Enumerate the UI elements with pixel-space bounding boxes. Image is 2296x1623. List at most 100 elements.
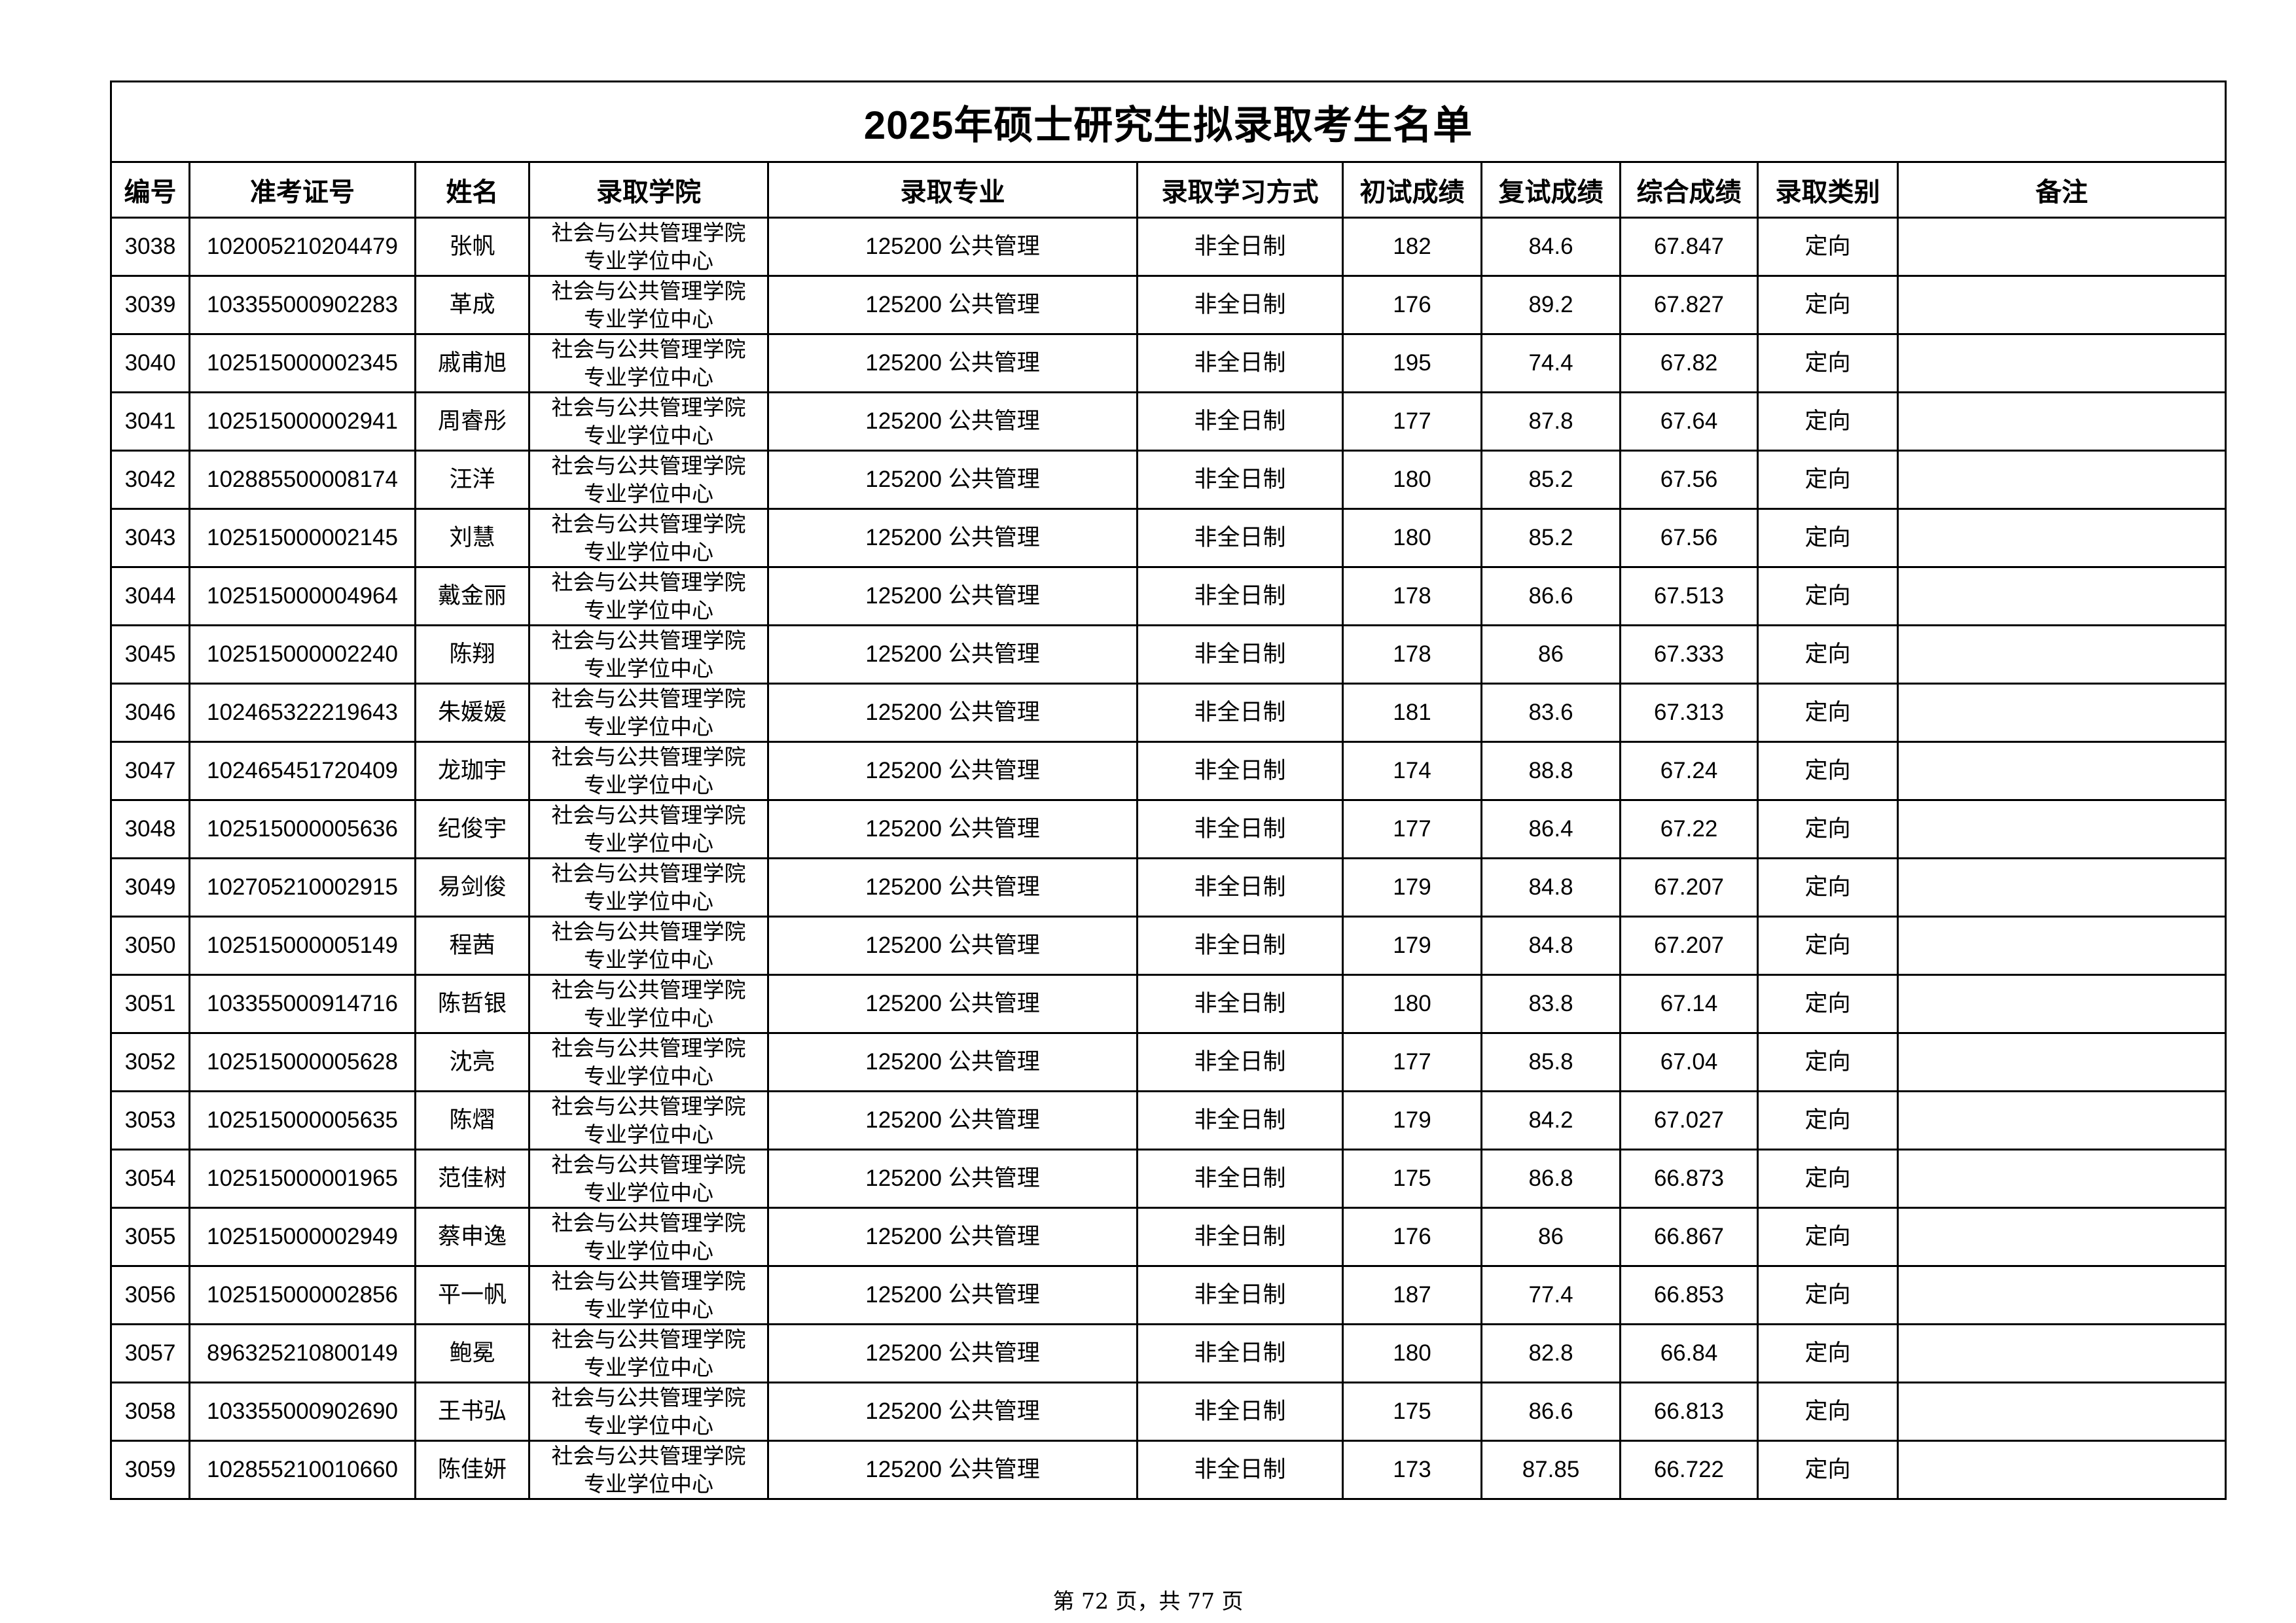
cell-admission-type: 定向 <box>1757 217 1899 277</box>
cell-remarks <box>1896 1207 2227 1267</box>
cell-name: 陈熠 <box>414 1090 530 1150</box>
cell-initial-score: 179 <box>1342 1090 1482 1150</box>
cell-id: 3042 <box>110 450 190 510</box>
column-header-total-score: 综合成绩 <box>1619 161 1759 219</box>
cell-name: 陈佳妍 <box>414 1440 530 1500</box>
cell-retest-score: 77.4 <box>1480 1265 1621 1325</box>
college-line: 社会与公共管理学院 <box>551 336 746 362</box>
cell-study-mode: 非全日制 <box>1136 1032 1344 1092</box>
table-row: 3051 103355000914716 陈哲银 社会与公共管理学院 专业学位中心 125… <box>110 974 2227 1034</box>
table-row: 3040 102515000002345 戚甫旭 社会与公共管理学院 专业学位中心 125… <box>110 333 2227 393</box>
college-line: 社会与公共管理学院 <box>551 744 746 770</box>
cell-admission-type: 定向 <box>1757 508 1899 568</box>
column-header-id: 编号 <box>110 161 190 219</box>
cell-admission-type: 定向 <box>1757 1382 1899 1442</box>
cell-study-mode: 非全日制 <box>1136 508 1344 568</box>
cell-remarks <box>1896 1382 2227 1442</box>
table-row: 3053 102515000005635 陈熠 社会与公共管理学院 专业学位中心 1252… <box>110 1090 2227 1150</box>
cell-college: 社会与公共管理学院 专业学位中心 <box>528 450 769 510</box>
college-line: 社会与公共管理学院 <box>551 1385 746 1410</box>
cell-retest-score: 83.6 <box>1480 683 1621 743</box>
page-number: 第 72 页，共 77 页 <box>1052 1588 1244 1614</box>
cell-study-mode: 非全日制 <box>1136 1149 1344 1209</box>
college-line: 专业学位中心 <box>584 365 713 390</box>
cell-retest-score: 89.2 <box>1480 275 1621 335</box>
cell-id: 3044 <box>110 566 190 626</box>
cell-retest-score: 85.8 <box>1480 1032 1621 1092</box>
cell-college: 社会与公共管理学院 专业学位中心 <box>528 683 769 743</box>
cell-admission-type: 定向 <box>1757 450 1899 510</box>
cell-exam-number: 102515000004964 <box>188 566 416 626</box>
college-line: 专业学位中心 <box>584 1063 713 1089</box>
cell-remarks <box>1896 1032 2227 1092</box>
cell-college: 社会与公共管理学院 专业学位中心 <box>528 333 769 393</box>
cell-remarks <box>1896 916 2227 976</box>
column-header-initial-score: 初试成绩 <box>1342 161 1482 219</box>
cell-retest-score: 87.85 <box>1480 1440 1621 1500</box>
cell-total-score: 67.513 <box>1619 566 1759 626</box>
cell-admission-type: 定向 <box>1757 1032 1899 1092</box>
college-line: 专业学位中心 <box>584 772 713 798</box>
cell-college: 社会与公共管理学院 专业学位中心 <box>528 217 769 277</box>
cell-initial-score: 180 <box>1342 1323 1482 1383</box>
admission-list-table: 2025年硕士研究生拟录取考生名单 编号 准考证号 姓名 录取学院 录取专业 录取学习方式… <box>109 80 2227 1500</box>
cell-study-mode: 非全日制 <box>1136 683 1344 743</box>
cell-admission-type: 定向 <box>1757 916 1899 976</box>
table-header-row: 编号 准考证号 姓名 录取学院 录取专业 录取学习方式 初试成绩 复试成绩 综合成绩 录取类别 备注 <box>110 161 2227 219</box>
cell-retest-score: 83.8 <box>1480 974 1621 1034</box>
cell-college: 社会与公共管理学院 专业学位中心 <box>528 1207 769 1267</box>
cell-name: 范佳树 <box>414 1149 530 1209</box>
cell-college: 社会与公共管理学院 专业学位中心 <box>528 624 769 685</box>
cell-study-mode: 非全日制 <box>1136 1090 1344 1150</box>
cell-name: 蔡申逸 <box>414 1207 530 1267</box>
cell-admission-type: 定向 <box>1757 566 1899 626</box>
college-line: 社会与公共管理学院 <box>551 511 746 537</box>
cell-major: 125200 公共管理 <box>767 624 1138 685</box>
cell-admission-type: 定向 <box>1757 391 1899 452</box>
cell-college: 社会与公共管理学院 专业学位中心 <box>528 741 769 801</box>
cell-college: 社会与公共管理学院 专业学位中心 <box>528 857 769 918</box>
cell-total-score: 66.813 <box>1619 1382 1759 1442</box>
cell-major: 125200 公共管理 <box>767 916 1138 976</box>
college-line: 专业学位中心 <box>584 830 713 856</box>
cell-remarks <box>1896 624 2227 685</box>
cell-id: 3052 <box>110 1032 190 1092</box>
cell-retest-score: 86 <box>1480 1207 1621 1267</box>
cell-id: 3050 <box>110 916 190 976</box>
cell-total-score: 67.207 <box>1619 916 1759 976</box>
cell-initial-score: 180 <box>1342 508 1482 568</box>
cell-total-score: 66.853 <box>1619 1265 1759 1325</box>
cell-study-mode: 非全日制 <box>1136 391 1344 452</box>
cell-college: 社会与公共管理学院 专业学位中心 <box>528 1149 769 1209</box>
cell-initial-score: 187 <box>1342 1265 1482 1325</box>
cell-admission-type: 定向 <box>1757 333 1899 393</box>
table-row: 3042 102885500008174 汪洋 社会与公共管理学院 专业学位中心 1252… <box>110 450 2227 510</box>
cell-total-score: 67.027 <box>1619 1090 1759 1150</box>
cell-exam-number: 102515000002856 <box>188 1265 416 1325</box>
cell-exam-number: 102515000002240 <box>188 624 416 685</box>
cell-exam-number: 103355000914716 <box>188 974 416 1034</box>
college-line: 专业学位中心 <box>584 1296 713 1322</box>
cell-retest-score: 82.8 <box>1480 1323 1621 1383</box>
cell-id: 3051 <box>110 974 190 1034</box>
cell-total-score: 67.207 <box>1619 857 1759 918</box>
cell-college: 社会与公共管理学院 专业学位中心 <box>528 1323 769 1383</box>
cell-initial-score: 173 <box>1342 1440 1482 1500</box>
cell-initial-score: 180 <box>1342 450 1482 510</box>
college-line: 社会与公共管理学院 <box>551 1152 746 1177</box>
cell-id: 3053 <box>110 1090 190 1150</box>
cell-id: 3055 <box>110 1207 190 1267</box>
cell-total-score: 67.22 <box>1619 799 1759 859</box>
cell-total-score: 67.827 <box>1619 275 1759 335</box>
college-line: 专业学位中心 <box>584 597 713 623</box>
table-row: 3057 896325210800149 鲍冕 社会与公共管理学院 专业学位中心 1252… <box>110 1323 2227 1383</box>
cell-remarks <box>1896 450 2227 510</box>
table-row: 3050 102515000005149 程茜 社会与公共管理学院 专业学位中心 1252… <box>110 916 2227 976</box>
cell-college: 社会与公共管理学院 专业学位中心 <box>528 916 769 976</box>
college-line: 社会与公共管理学院 <box>551 686 746 711</box>
cell-college: 社会与公共管理学院 专业学位中心 <box>528 275 769 335</box>
cell-exam-number: 102885500008174 <box>188 450 416 510</box>
cell-initial-score: 175 <box>1342 1382 1482 1442</box>
cell-study-mode: 非全日制 <box>1136 974 1344 1034</box>
cell-remarks <box>1896 1149 2227 1209</box>
